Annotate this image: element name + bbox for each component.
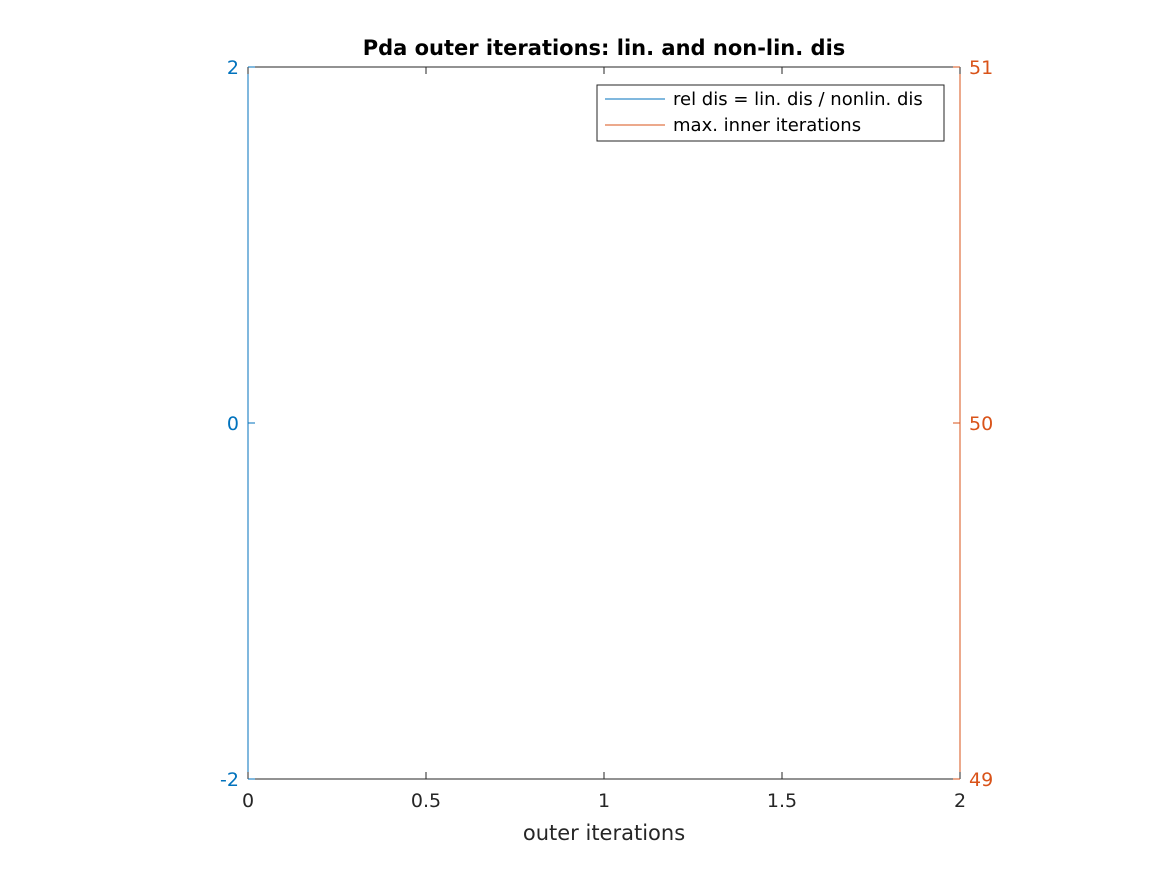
- x-tick-label: 2: [954, 790, 966, 812]
- x-tick-label: 1.5: [767, 790, 797, 812]
- right-y-tick-label: 50: [969, 413, 993, 435]
- right-y-axis-ticks: 49 50 51: [953, 57, 993, 791]
- left-y-axis-ticks: -2 0 2: [220, 57, 255, 791]
- legend-label-max-inner-iterations: max. inner iterations: [673, 115, 861, 136]
- plot-area: [248, 67, 960, 779]
- left-y-tick-label: 2: [227, 57, 239, 79]
- legend: rel dis = lin. dis / nonlin. dis max. in…: [596, 84, 945, 142]
- right-y-tick-label: 49: [969, 769, 993, 791]
- x-axis-label: outer iterations: [523, 821, 685, 845]
- left-y-tick-label: -2: [220, 769, 239, 791]
- x-axis-ticks: 0 0.5 1 1.5 2: [242, 67, 966, 812]
- left-y-tick-label: 0: [227, 413, 239, 435]
- x-tick-label: 0: [242, 790, 254, 812]
- legend-box: [596, 84, 945, 142]
- x-tick-label: 0.5: [411, 790, 441, 812]
- x-tick-label: 1: [598, 790, 610, 812]
- legend-label-rel-dis: rel dis = lin. dis / nonlin. dis: [673, 89, 923, 110]
- chart-title: Pda outer iterations: lin. and non-lin. …: [363, 36, 846, 60]
- right-y-tick-label: 51: [969, 57, 993, 79]
